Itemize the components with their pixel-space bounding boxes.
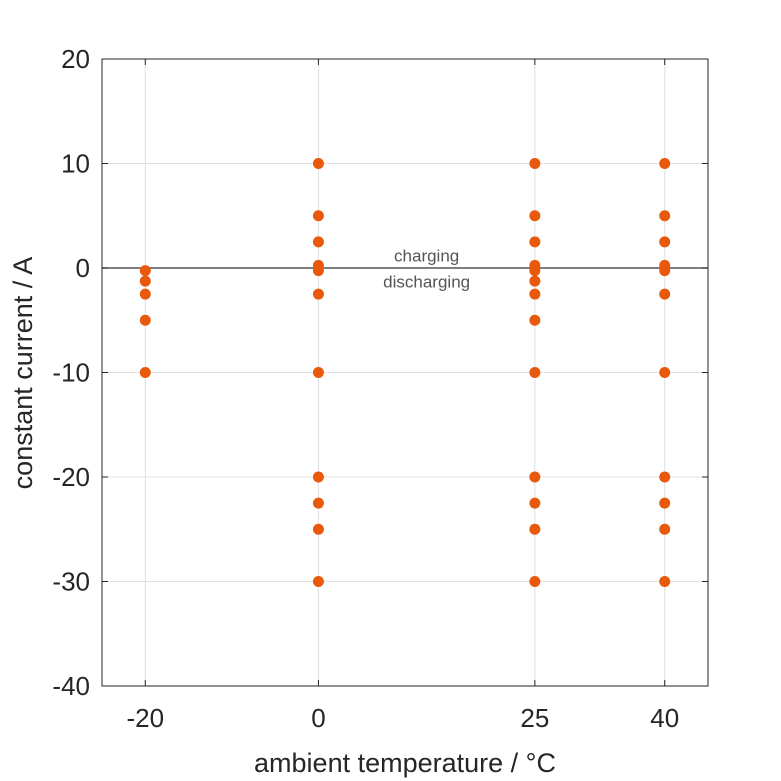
data-point (139, 265, 151, 277)
y-tick-label: -20 (52, 462, 90, 492)
y-ticks: 20 10 0 -10 -20 -30 -40 (52, 44, 708, 701)
y-tick-label: -10 (52, 358, 90, 388)
data-point (312, 288, 324, 300)
y-tick-label: -30 (52, 567, 90, 597)
data-point (529, 236, 541, 248)
x-tick-label: 0 (311, 703, 325, 733)
y-axis-title: constant current / A (8, 257, 38, 490)
data-point (529, 275, 541, 287)
data-point (659, 158, 671, 169)
data-point (659, 367, 671, 378)
data-point (659, 236, 671, 248)
data-point (659, 265, 671, 277)
x-tick-label: -20 (126, 703, 164, 733)
data-point (529, 288, 541, 300)
data-point (529, 471, 541, 483)
data-point (139, 314, 151, 326)
data-points (139, 158, 671, 587)
data-point (312, 236, 324, 248)
data-point (659, 288, 671, 300)
x-axis-title: ambient temperature / °C (254, 748, 556, 778)
x-tick-label: 40 (650, 703, 679, 733)
data-point (139, 275, 151, 287)
x-ticks: -20 0 25 40 (126, 59, 679, 733)
data-point (139, 288, 151, 300)
data-point (529, 497, 541, 509)
data-point (659, 523, 671, 535)
data-point (529, 158, 541, 169)
data-point (529, 367, 541, 378)
data-point (312, 497, 324, 509)
data-point (529, 576, 541, 587)
data-point (312, 158, 324, 169)
data-point (312, 210, 324, 222)
y-tick-label: 0 (76, 253, 90, 283)
data-point (659, 576, 671, 587)
data-point (529, 210, 541, 222)
y-tick-label: 20 (61, 44, 90, 74)
data-point (659, 471, 671, 483)
annotations: charging discharging (383, 246, 470, 291)
annotation-label: charging (394, 246, 459, 265)
data-point (312, 367, 324, 378)
data-point (312, 471, 324, 483)
x-tick-label: 25 (520, 703, 549, 733)
data-point (312, 576, 324, 587)
data-point (312, 265, 324, 277)
data-point (659, 497, 671, 509)
data-point (659, 210, 671, 222)
data-point (529, 523, 541, 535)
y-tick-label: 10 (61, 149, 90, 179)
annotation-label: discharging (383, 273, 470, 292)
data-point (529, 314, 541, 326)
data-point (529, 265, 541, 277)
data-point (312, 523, 324, 535)
data-point (139, 367, 151, 378)
y-tick-label: -40 (52, 671, 90, 701)
